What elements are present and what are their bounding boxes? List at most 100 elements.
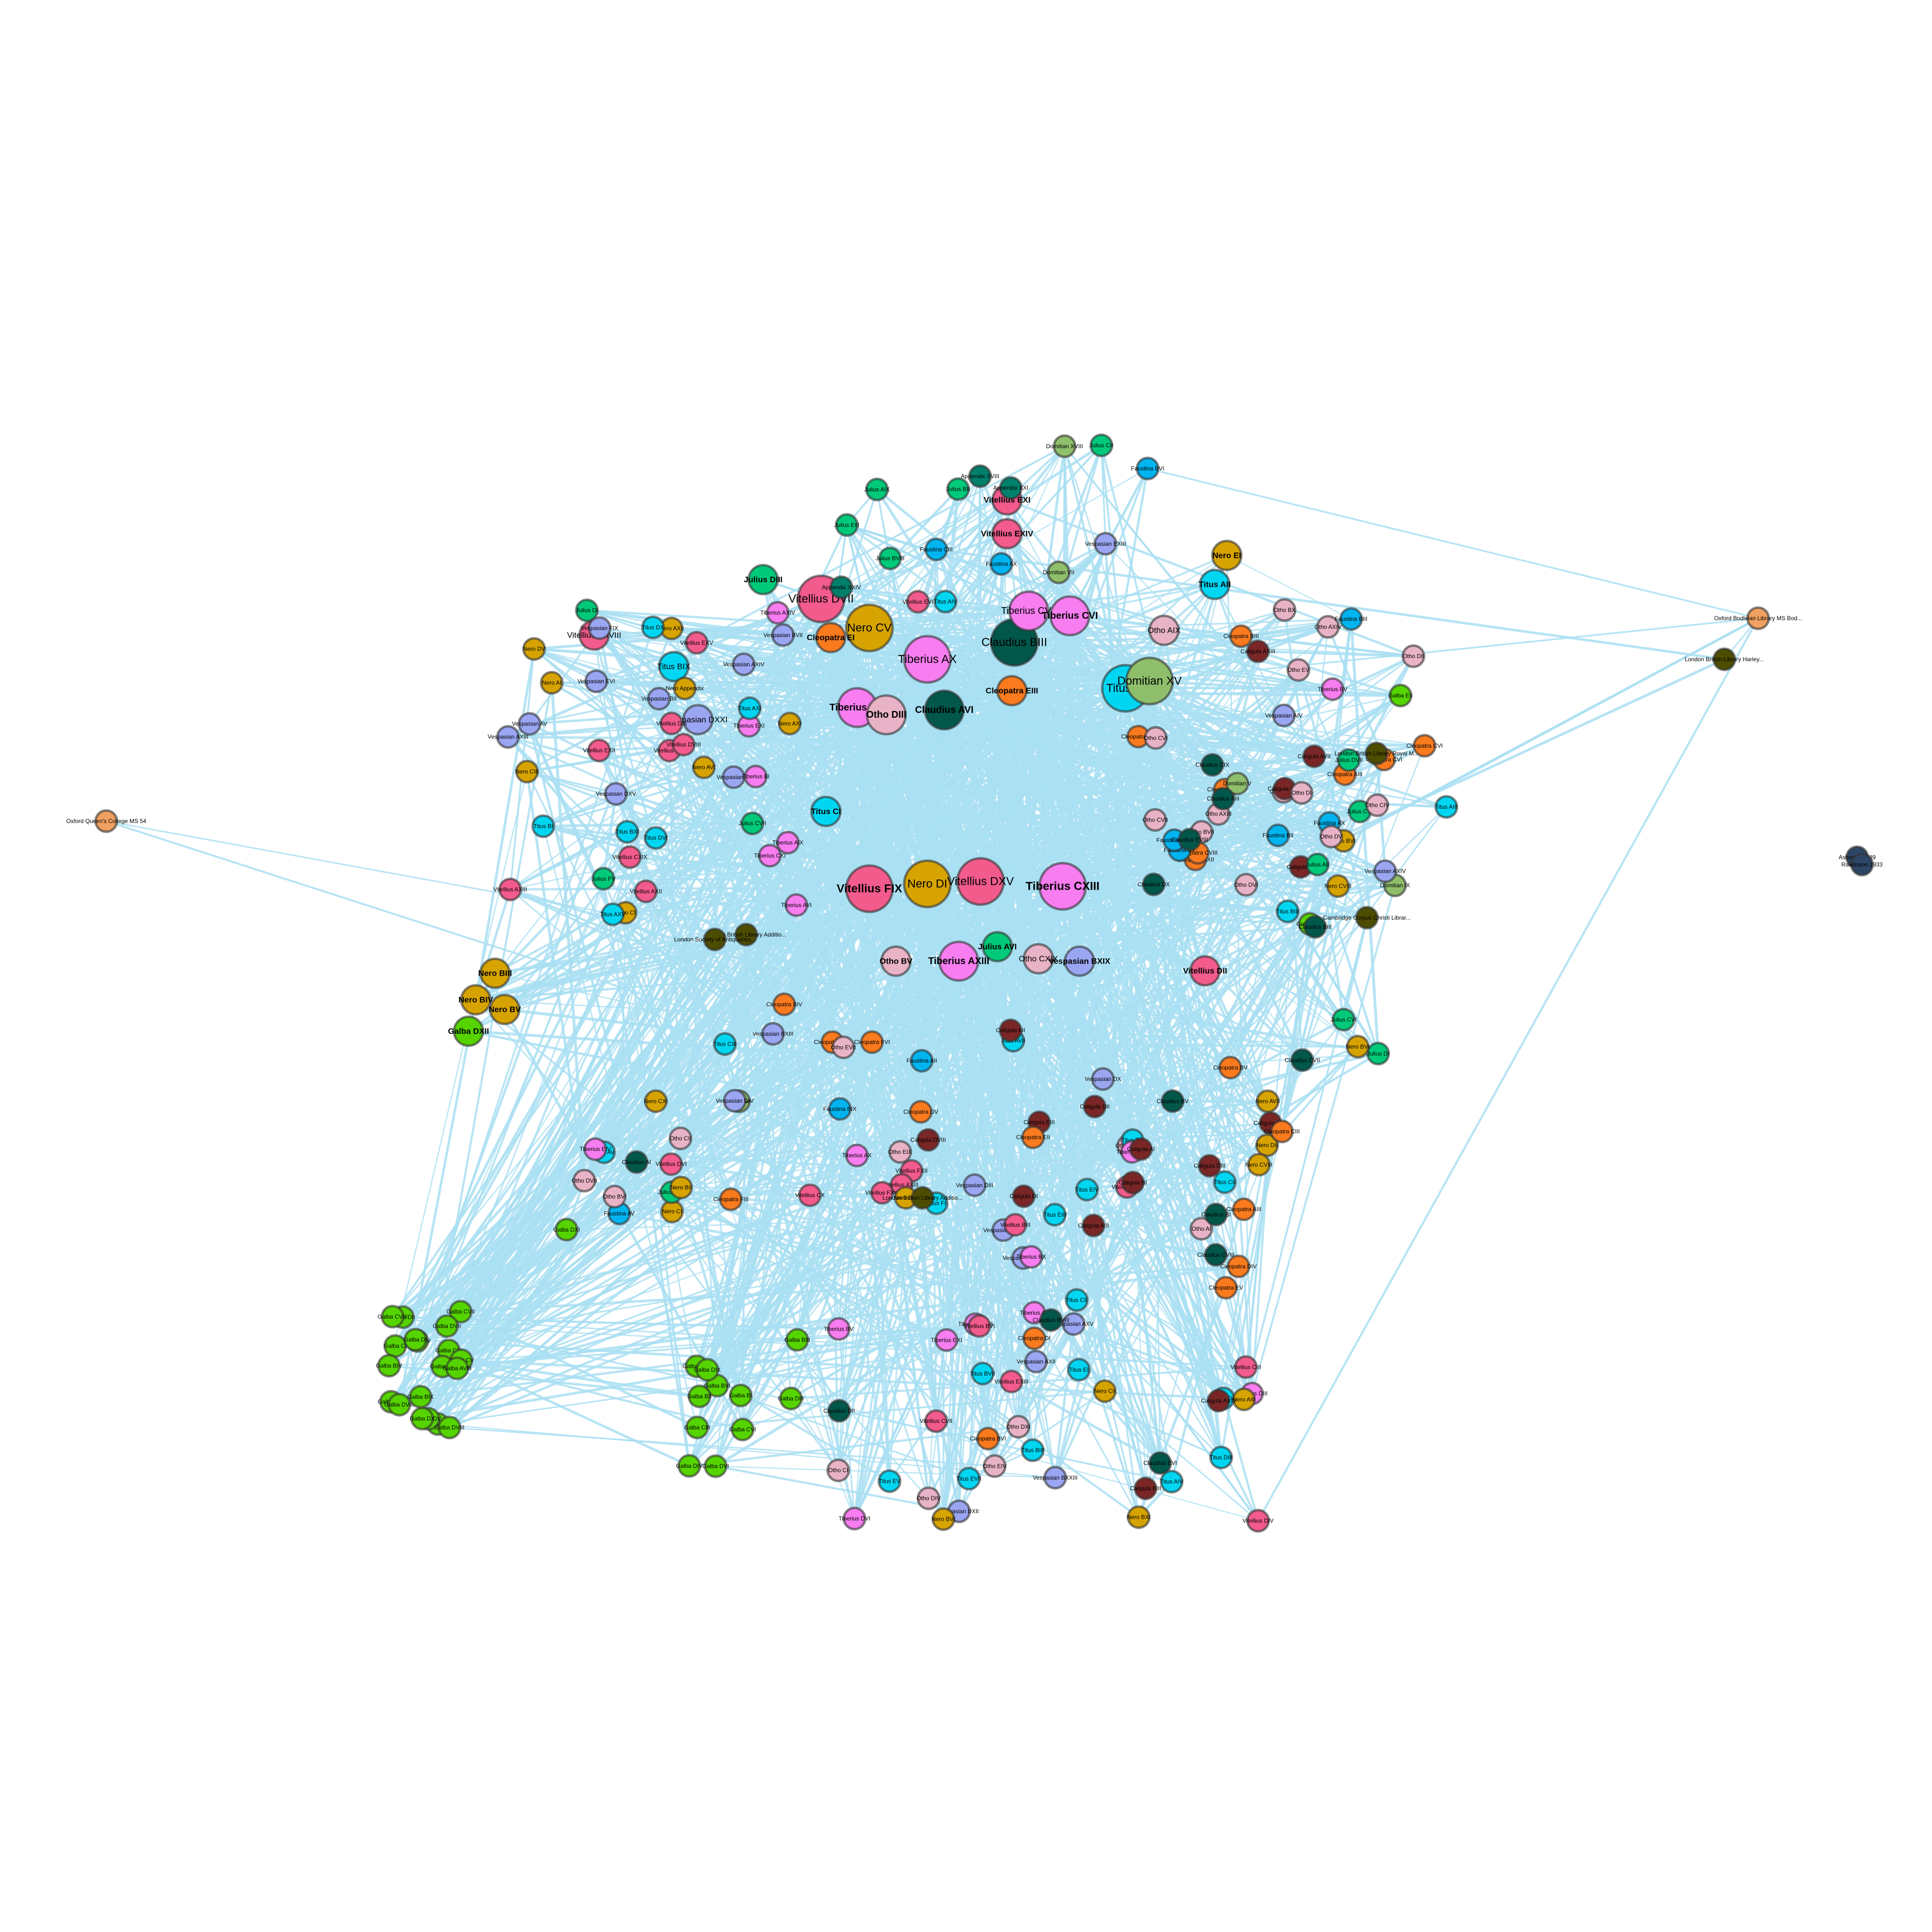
node-circle[interactable] xyxy=(696,1358,719,1382)
node-julius-cii[interactable]: Julius CII xyxy=(1089,433,1113,457)
node-circle[interactable] xyxy=(923,689,965,731)
node-circle[interactable] xyxy=(94,809,118,833)
node-circle[interactable] xyxy=(827,1317,851,1341)
node-circle[interactable] xyxy=(842,1506,867,1531)
node-caligula-aiii[interactable]: Caligula AIII xyxy=(1078,1213,1109,1237)
node-caligula-diii[interactable]: Caligula DIII xyxy=(1194,1154,1225,1178)
node-nero-dii[interactable]: Nero DII xyxy=(1255,1133,1279,1157)
node-cleopatra-eii[interactable]: Cleopatra EII xyxy=(1016,1125,1050,1150)
node-circle[interactable] xyxy=(692,755,716,780)
node-julius-di[interactable]: Julius DI xyxy=(1366,1041,1390,1065)
node-circle[interactable] xyxy=(438,1416,462,1439)
node-oxford-bodleian-library-ms-bod[interactable]: Oxford Bodleian Library MS Bod... xyxy=(1714,606,1802,630)
node-circle[interactable] xyxy=(778,711,802,736)
node-circle[interactable] xyxy=(1043,1203,1067,1227)
node-caligula-dviii[interactable]: Caligula DVIII xyxy=(910,1128,946,1152)
node-julius-aix[interactable]: Julius AIX xyxy=(864,477,890,501)
node-nero-ci[interactable]: Nero CI xyxy=(660,1199,684,1223)
node-julius-aii[interactable]: Julius AII xyxy=(1306,852,1330,877)
node-vitellius-dvi[interactable]: Vitellius DVI xyxy=(655,1152,687,1176)
node-circle[interactable] xyxy=(719,1187,743,1211)
node-tiberius-bi[interactable]: Tiberius BI xyxy=(742,765,769,789)
node-circle[interactable] xyxy=(1234,873,1258,897)
node-caligula-axiii[interactable]: Caligula AXIII xyxy=(1240,639,1275,663)
node-vespasian-axiii[interactable]: Vespasian AXIII xyxy=(488,725,528,749)
node-caligula-biii[interactable]: Caligula BIII xyxy=(1130,1477,1161,1501)
node-circle[interactable] xyxy=(1024,1350,1048,1374)
node-tiberius-bv[interactable]: Tiberius BV xyxy=(824,1317,854,1341)
node-tiberius-cvi[interactable]: Tiberius CVI xyxy=(1042,595,1098,637)
node-claudius-eviii[interactable]: Claudius EVIII xyxy=(1171,827,1208,852)
node-otho-dii[interactable]: Otho DII xyxy=(1401,644,1425,668)
node-circle[interactable] xyxy=(956,857,1005,906)
node-vespasian-bxxiii[interactable]: Vespasian BXXIII xyxy=(1033,1465,1078,1490)
node-circle[interactable] xyxy=(1286,658,1310,682)
node-vitellius-ciii[interactable]: Vitellius CIII xyxy=(1231,1355,1261,1379)
node-circle[interactable] xyxy=(1204,1203,1228,1226)
node-circle[interactable] xyxy=(1712,647,1736,671)
node-domitian-xv[interactable]: Domitian XV xyxy=(1117,656,1182,706)
node-circle[interactable] xyxy=(1089,433,1113,457)
node-circle[interactable] xyxy=(1064,945,1095,977)
node-circle[interactable] xyxy=(658,651,690,682)
node-circle[interactable] xyxy=(982,1454,1007,1478)
node-circle[interactable] xyxy=(772,992,796,1016)
node-galba-eii[interactable]: Galba EII xyxy=(1389,683,1413,708)
node-circle[interactable] xyxy=(758,844,782,868)
node-galba-di[interactable]: Galba DI xyxy=(403,1328,427,1352)
node-cleopatra-cvi[interactable]: Cleopatra CVI xyxy=(1406,734,1443,758)
node-circle[interactable] xyxy=(403,1328,427,1352)
node-circle[interactable] xyxy=(1199,568,1231,600)
node-circle[interactable] xyxy=(744,765,768,789)
node-circle[interactable] xyxy=(933,590,957,613)
node-caligula-di[interactable]: Caligula DI xyxy=(1009,1184,1038,1208)
node-circle[interactable] xyxy=(1435,795,1458,819)
node-circle[interactable] xyxy=(1178,827,1202,852)
node-nero-cviii[interactable]: Nero CVIII xyxy=(1324,874,1351,898)
node-faustina-aii[interactable]: Faustina AII xyxy=(907,1049,937,1073)
node-cleopatra-ev[interactable]: Cleopatra EV xyxy=(1208,1276,1243,1300)
node-otho-axiv[interactable]: Otho AXIV xyxy=(1314,615,1342,639)
node-circle[interactable] xyxy=(938,940,980,982)
node-cleopatra-biii[interactable]: Cleopatra BIII xyxy=(1223,624,1259,648)
node-circle[interactable] xyxy=(1067,1358,1091,1382)
node-circle[interactable] xyxy=(963,1173,987,1197)
node-claudius-cix[interactable]: Claudius CIX xyxy=(1195,753,1229,777)
node-appendix-xviii[interactable]: Appendix XVIII xyxy=(961,464,999,488)
node-vespasian-dx[interactable]: Vespasian DX xyxy=(1085,1067,1121,1091)
node-appendix-xxiv[interactable]: Appendix XXIV xyxy=(822,575,861,599)
node-titus-bvii[interactable]: Titus BVII xyxy=(970,1362,995,1386)
node-titus-biii[interactable]: Titus BIII xyxy=(1021,1438,1045,1462)
node-otho-cii[interactable]: Otho CII xyxy=(668,1126,693,1151)
node-circle[interactable] xyxy=(1266,824,1290,847)
node-vitellius-dviii[interactable]: Vitellius DVIII xyxy=(667,733,701,757)
node-circle[interactable] xyxy=(1339,607,1363,631)
node-circle[interactable] xyxy=(1161,1089,1185,1113)
node-galba-dviii[interactable]: Galba DVIII xyxy=(384,1392,414,1417)
node-caligula-aii[interactable]: Caligula AII xyxy=(996,1018,1025,1042)
node-circle[interactable] xyxy=(1746,606,1770,630)
node-circle[interactable] xyxy=(1218,1055,1242,1080)
node-caligula-avii[interactable]: Caligula AVII xyxy=(1298,744,1331,768)
node-circle[interactable] xyxy=(860,1030,884,1054)
node-julius-diii[interactable]: Julius DIII xyxy=(744,564,782,596)
node-cleopatra-fvi[interactable]: Cleopatra FVI xyxy=(854,1030,890,1054)
node-circle[interactable] xyxy=(522,637,546,661)
node-circle[interactable] xyxy=(1365,793,1389,817)
node-circle[interactable] xyxy=(1255,1133,1279,1157)
node-circle[interactable] xyxy=(1003,1213,1027,1237)
node-circle[interactable] xyxy=(1226,1254,1250,1279)
node-nero-di[interactable]: Nero DI xyxy=(903,859,952,909)
node-titus-cii[interactable]: Titus CII xyxy=(1213,1170,1237,1194)
node-titus-ev[interactable]: Titus EV xyxy=(878,1469,902,1493)
node-circle[interactable] xyxy=(878,546,902,570)
node-titus-bix[interactable]: Titus BIX xyxy=(657,651,690,682)
node-circle[interactable] xyxy=(1019,1245,1043,1269)
node-cleopatra-ei[interactable]: Cleopatra EI xyxy=(807,622,855,653)
node-claudius-cvii[interactable]: Claudius CVII xyxy=(1285,1048,1320,1072)
node-circle[interactable] xyxy=(684,631,709,655)
node-otho-diii[interactable]: Otho DIII xyxy=(866,694,907,736)
node-circle[interactable] xyxy=(785,1328,810,1352)
node-vespasian-diii[interactable]: Vespasian DIII xyxy=(956,1173,993,1197)
node-nero-avi[interactable]: Nero AVI xyxy=(692,755,716,780)
